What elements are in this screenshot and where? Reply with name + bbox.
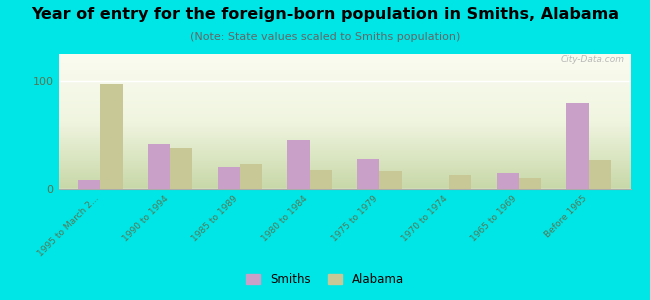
Legend: Smiths, Alabama: Smiths, Alabama bbox=[241, 269, 409, 291]
Bar bbox=[380, 171, 402, 189]
Bar bbox=[357, 159, 380, 189]
Bar bbox=[240, 164, 262, 189]
Text: (Note: State values scaled to Smiths population): (Note: State values scaled to Smiths pop… bbox=[190, 32, 460, 41]
Bar bbox=[497, 173, 519, 189]
Bar bbox=[218, 167, 240, 189]
Bar bbox=[100, 84, 123, 189]
Bar bbox=[519, 178, 541, 189]
Bar bbox=[78, 180, 100, 189]
Bar bbox=[566, 103, 589, 189]
Text: Year of entry for the foreign-born population in Smiths, Alabama: Year of entry for the foreign-born popul… bbox=[31, 8, 619, 22]
Text: City-Data.com: City-Data.com bbox=[561, 55, 625, 64]
Bar bbox=[148, 144, 170, 189]
Bar bbox=[589, 160, 611, 189]
Bar bbox=[449, 175, 471, 189]
Bar bbox=[309, 169, 332, 189]
Bar bbox=[287, 140, 309, 189]
Bar bbox=[170, 148, 192, 189]
